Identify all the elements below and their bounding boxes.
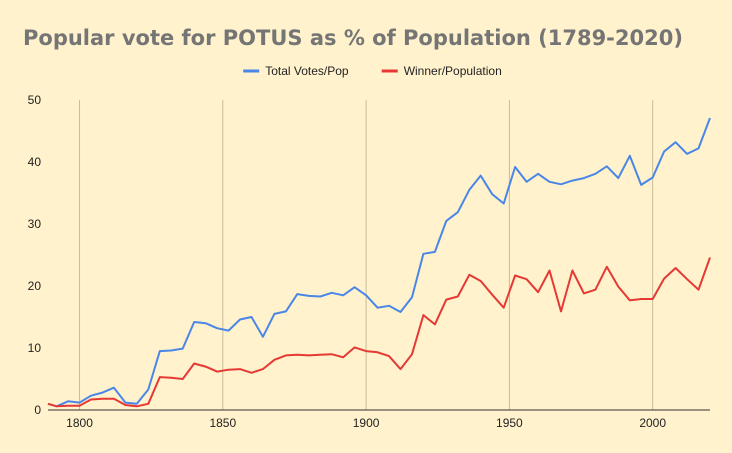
y-tick-label-30: 30 [28,217,42,231]
x-tick-label-2000: 2000 [639,416,666,430]
series-line-1 [47,117,711,408]
x-tick-label-1900: 1900 [353,416,380,430]
series-line-2 [47,257,711,408]
axes: 1800 1850 1900 1950 2000 0 10 20 30 40 50 [28,93,710,430]
series-layer [47,117,711,408]
x-tick-label-1850: 1850 [209,416,236,430]
y-tick-label-50: 50 [28,93,42,107]
x-tick-label-1800: 1800 [66,416,93,430]
chart-title: Popular vote for POTUS as % of Populatio… [23,26,683,50]
y-tick-label-40: 40 [28,155,42,169]
x-tick-label-1950: 1950 [496,416,523,430]
legend-label-1: Total Votes/Pop [265,64,349,78]
gridlines [79,100,654,410]
legend-label-2: Winner/Population [404,64,502,78]
legend: Total Votes/Pop Winner/Population [243,64,502,78]
y-tick-label-20: 20 [28,279,42,293]
y-tick-label-0: 0 [34,403,41,417]
y-tick-label-10: 10 [28,341,42,355]
